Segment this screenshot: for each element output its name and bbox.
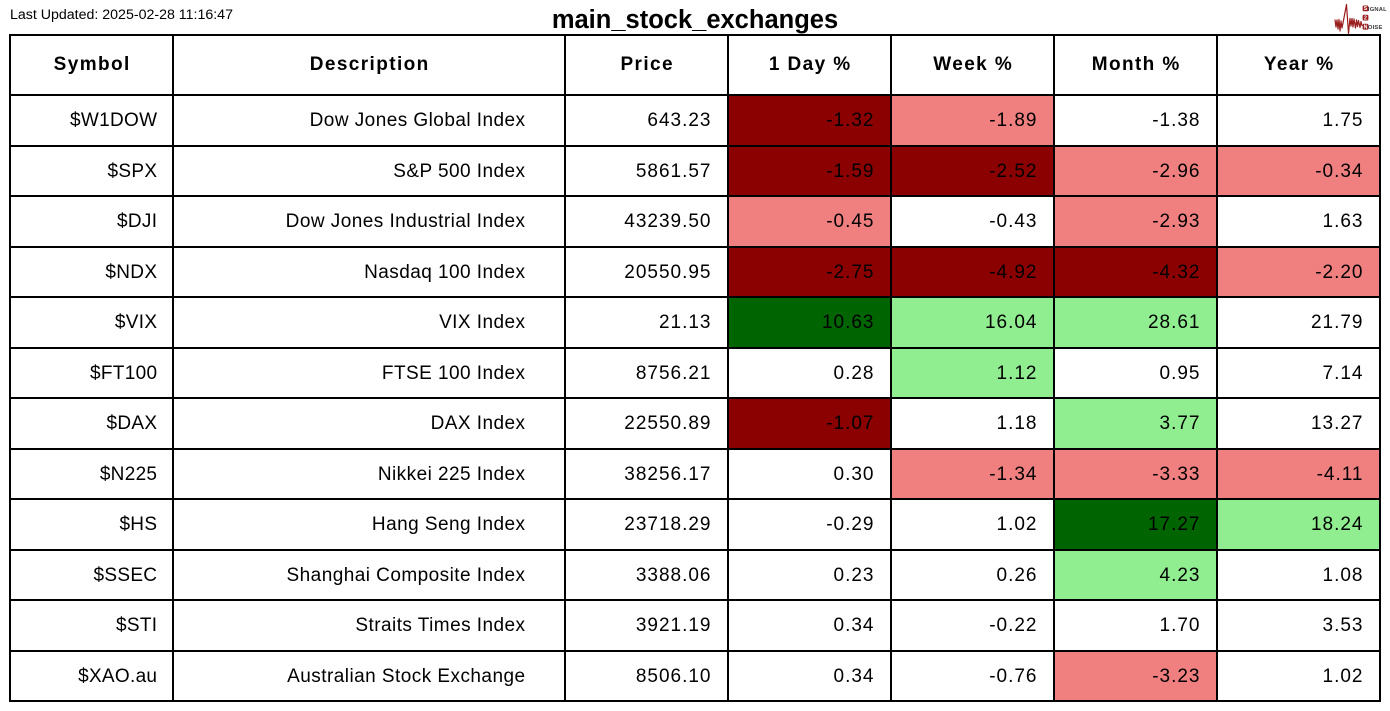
svg-text:N: N — [1364, 25, 1368, 31]
svg-text:2: 2 — [1364, 15, 1367, 21]
svg-text:OISE: OISE — [1368, 25, 1383, 31]
svg-text:S: S — [1364, 6, 1368, 12]
svg-text:IGNAL: IGNAL — [1368, 7, 1387, 13]
